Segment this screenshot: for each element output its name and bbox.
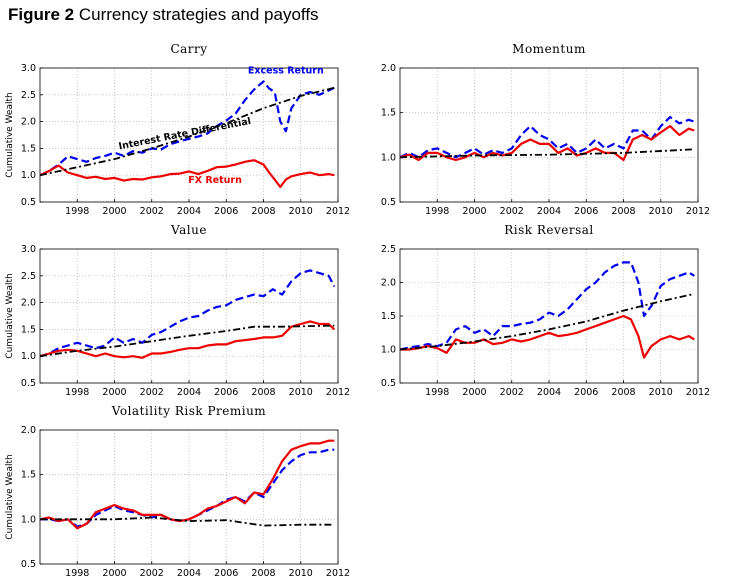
- x-tick-label: 2012: [326, 206, 350, 217]
- series-line-excess: [399, 261, 695, 351]
- x-tick-label: 2004: [537, 206, 561, 217]
- x-tick-label: 2004: [177, 568, 201, 579]
- y-tick-label: 1.5: [21, 324, 36, 335]
- x-tick-label: 2012: [326, 387, 350, 398]
- y-tick-label: 2.0: [21, 298, 36, 309]
- x-tick-label: 1998: [65, 568, 89, 579]
- x-tick-label: 2000: [102, 387, 126, 398]
- x-tick-label: 2008: [251, 387, 275, 398]
- x-tick-label: 2000: [462, 387, 486, 398]
- series-line-excess: [39, 269, 336, 358]
- x-tick-label: 2002: [500, 387, 524, 398]
- y-tick-label: 1.0: [21, 170, 36, 181]
- series-line-excess: [40, 448, 335, 528]
- x-tick-label: 2010: [289, 206, 313, 217]
- series-line-fx: [39, 159, 335, 189]
- y-axis-label: Cumulative Wealth: [5, 273, 15, 358]
- y-tick-label: 2.5: [21, 271, 36, 282]
- figure-title: Figure 2 Currency strategies and payoffs: [8, 5, 319, 25]
- chart-panel-5: Volatility Risk Premium Cumulative Wealth…: [5, 404, 350, 579]
- chart-annotation: Excess Return: [248, 65, 324, 76]
- chart-panel-4: Risk Reversal 1998 2000 2002 2004 2006 2008 201…: [381, 223, 710, 398]
- x-tick-label: 1998: [65, 206, 89, 217]
- y-tick-label: 1.5: [21, 143, 36, 154]
- series-line-ird: [399, 293, 695, 351]
- y-tick-label: 2.0: [21, 425, 36, 436]
- series-line-ird: [40, 516, 335, 527]
- chart-panel-2: Momentum 1998 2000 2002 2004 2006 2008 2010 2012…: [381, 42, 710, 217]
- x-tick-label: 2010: [289, 387, 313, 398]
- x-tick-label: 2012: [686, 387, 710, 398]
- x-tick-label: 1998: [425, 387, 449, 398]
- y-tick-label: 2.5: [381, 244, 396, 255]
- y-tick-label: 2.5: [21, 90, 36, 101]
- x-tick-label: 2008: [251, 206, 275, 217]
- y-tick-label: 1.0: [381, 152, 396, 163]
- chart-annotation: FX Return: [188, 175, 242, 186]
- chart-panel-3: Value Cumulative Wealth 1998 2000 2002 2004 20…: [5, 223, 350, 398]
- x-tick-label: 2000: [102, 568, 126, 579]
- y-tick-label: 2.0: [381, 278, 396, 289]
- x-tick-label: 2010: [289, 568, 313, 579]
- series-line-ird: [39, 86, 335, 177]
- y-tick-label: 0.5: [21, 197, 36, 208]
- x-tick-label: 2000: [462, 206, 486, 217]
- x-tick-label: 2002: [140, 206, 164, 217]
- y-tick-label: 0.5: [381, 197, 396, 208]
- x-tick-label: 2008: [611, 206, 635, 217]
- y-tick-label: 0.5: [21, 559, 36, 570]
- chart-title: Carry: [170, 42, 207, 56]
- x-tick-label: 2000: [102, 206, 126, 217]
- series-line-ird: [399, 148, 695, 159]
- y-tick-label: 3.0: [21, 63, 36, 74]
- y-tick-label: 0.5: [381, 378, 396, 389]
- x-tick-label: 2004: [177, 206, 201, 217]
- y-tick-label: 1.0: [21, 514, 36, 525]
- y-tick-label: 1.0: [381, 345, 396, 356]
- series-line-fx: [39, 320, 336, 359]
- series-line-fx: [39, 439, 335, 530]
- figure-title-text: Currency strategies and payoffs: [78, 5, 319, 24]
- x-tick-label: 2002: [500, 206, 524, 217]
- y-tick-label: 1.0: [21, 351, 36, 362]
- series-line-excess: [399, 115, 695, 159]
- x-tick-label: 2012: [686, 206, 710, 217]
- chart-panel-1: Carry Cumulative Wealth 1998 2000 2002 2004 20…: [5, 42, 350, 217]
- x-tick-label: 1998: [425, 206, 449, 217]
- y-tick-label: 2.0: [21, 117, 36, 128]
- x-tick-label: 2010: [649, 387, 673, 398]
- series-line-fx: [399, 124, 695, 162]
- x-tick-label: 2008: [611, 387, 635, 398]
- x-tick-label: 2010: [649, 206, 673, 217]
- series-line-ird: [39, 324, 335, 358]
- x-tick-label: 1998: [65, 387, 89, 398]
- y-axis-label: Cumulative Wealth: [5, 454, 15, 539]
- series-line-fx: [400, 314, 695, 359]
- x-tick-label: 2004: [537, 387, 561, 398]
- x-tick-label: 2006: [214, 568, 238, 579]
- figure-label: Figure 2: [8, 5, 75, 24]
- x-tick-label: 2006: [214, 387, 238, 398]
- x-tick-label: 2004: [177, 387, 201, 398]
- x-tick-label: 2012: [326, 568, 350, 579]
- chart-title: Momentum: [512, 42, 586, 56]
- x-tick-label: 2002: [140, 568, 164, 579]
- x-tick-label: 2008: [251, 568, 275, 579]
- series-line-excess: [39, 80, 335, 177]
- y-tick-label: 2.0: [381, 63, 396, 74]
- y-tick-label: 0.5: [21, 378, 36, 389]
- x-tick-label: 2006: [574, 387, 598, 398]
- y-axis-label: Cumulative Wealth: [5, 92, 15, 177]
- x-tick-label: 2006: [574, 206, 598, 217]
- x-tick-label: 2002: [140, 387, 164, 398]
- y-tick-label: 3.0: [21, 244, 36, 255]
- y-tick-label: 1.5: [21, 470, 36, 481]
- y-tick-label: 1.5: [381, 311, 396, 322]
- chart-title: Risk Reversal: [504, 223, 594, 237]
- chart-title: Volatility Risk Premium: [111, 404, 267, 418]
- chart-title: Value: [170, 223, 207, 237]
- y-tick-label: 1.5: [381, 108, 396, 119]
- x-tick-label: 2006: [214, 206, 238, 217]
